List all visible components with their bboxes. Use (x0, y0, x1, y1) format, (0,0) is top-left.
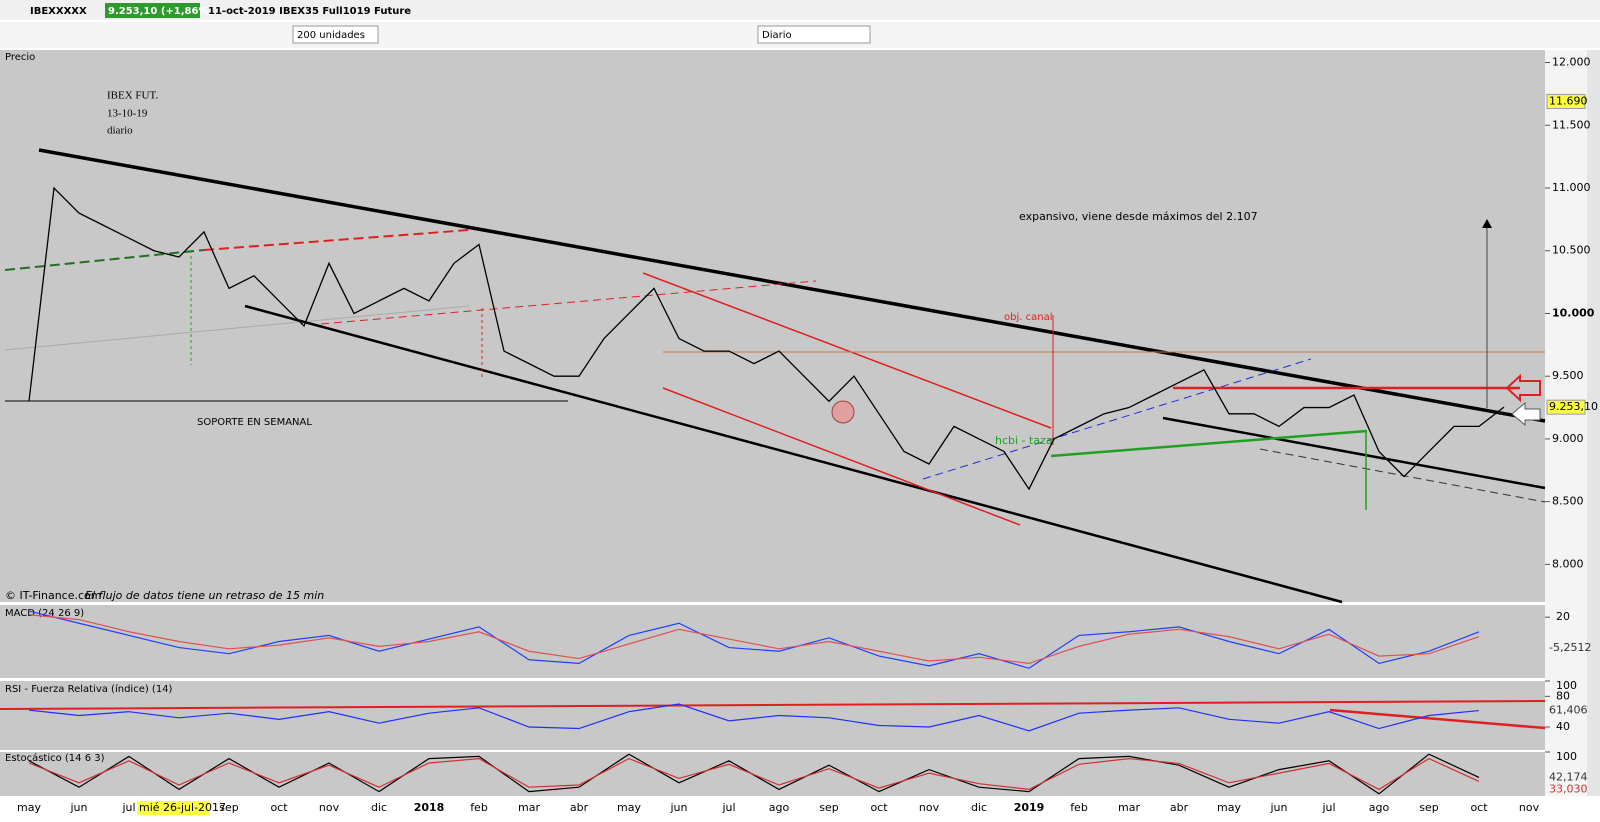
panel-title: MACD (24 26 9) (5, 608, 84, 619)
y-tick-label: 9.500 (1552, 369, 1584, 382)
y-tick-label: 10.500 (1552, 244, 1591, 257)
x-tick-label: jul (121, 801, 135, 814)
scrollbar[interactable] (1587, 50, 1600, 796)
indicator-value: 61,406 (1549, 704, 1588, 717)
y-axis (1545, 50, 1587, 796)
annotation: 13-10-19 (107, 108, 148, 120)
x-tick-label: nov (919, 801, 940, 814)
y-tick-label: 11.500 (1552, 118, 1591, 131)
rsi-panel (0, 681, 1545, 750)
y-tick-label: 11.000 (1552, 181, 1591, 194)
x-tick-label: dic (971, 801, 987, 814)
x-tick-label: feb (1070, 801, 1088, 814)
annotation: obj. canal (1004, 312, 1052, 323)
panel-title: Precio (5, 52, 35, 63)
price-marker-label: 9.253,10 (1549, 400, 1598, 413)
x-tick-label: mar (1118, 801, 1140, 814)
y-tick-label: 8.000 (1552, 557, 1584, 570)
price-panel (0, 50, 1545, 602)
y-tick-label: 20 (1556, 610, 1570, 623)
x-tick-label: nov (319, 801, 340, 814)
annotation: IBEX FUT. (107, 90, 158, 102)
x-tick-label: abr (570, 801, 589, 814)
x-tick-label: mar (518, 801, 540, 814)
x-tick-label: jul (721, 801, 735, 814)
x-tick-label: 2019 (1014, 801, 1045, 814)
x-tick-label: oct (270, 801, 288, 814)
x-tick-label: feb (470, 801, 488, 814)
x-tick-label: jul (1321, 801, 1335, 814)
annotation: hcbi - taza (995, 434, 1053, 447)
crosshair-box (137, 801, 209, 815)
annotation: SOPORTE EN SEMANAL (197, 417, 312, 428)
y-tick-label: 80 (1556, 689, 1570, 702)
x-tick-label: jun (1270, 801, 1288, 814)
annotation: diario (107, 125, 133, 137)
y-tick-label: 8.500 (1552, 495, 1584, 508)
units: 200 unidades (297, 30, 365, 41)
panel-title: RSI - Fuerza Relativa (índice) (14) (5, 683, 173, 695)
indicator-value: 42,174 (1549, 770, 1588, 783)
indicator-value: -5,2512 (1549, 641, 1591, 654)
panel-title: Estocástico (14 6 3) (5, 752, 105, 764)
symbol: IBEXXXXX (30, 6, 87, 17)
title-bar (0, 0, 1600, 20)
y-tick-label: 9.000 (1552, 432, 1584, 445)
x-tick-label: may (617, 801, 641, 814)
price-line (28, 186, 1505, 491)
indicator-line (28, 757, 1480, 791)
x-tick-label: dic (371, 801, 387, 814)
stoch-panel (0, 752, 1545, 796)
y-tick-label: 10.000 (1552, 306, 1595, 319)
y-tick-label: 100 (1556, 679, 1577, 692)
price-marker-label: 11.690 (1549, 94, 1588, 107)
price-marker (1546, 93, 1586, 109)
x-tick-label: oct (1470, 801, 1488, 814)
period: Diario (762, 30, 792, 41)
indicator-line (28, 703, 1480, 732)
x-tick-label: jun (70, 801, 88, 814)
x-tick-label: nov (1519, 801, 1540, 814)
x-tick-label: oct (870, 801, 888, 814)
period-select[interactable] (757, 25, 871, 44)
y-tick-label: 40 (1556, 720, 1570, 733)
y-tick-label: 100 (1556, 750, 1577, 763)
quote-box (105, 3, 200, 18)
crosshair-label: mié 26-jul-2017 (139, 801, 226, 814)
indicator-line (28, 610, 1480, 669)
macd-panel (0, 605, 1545, 678)
x-tick-label: sep (219, 801, 238, 814)
x-tick-label: ago (769, 801, 790, 814)
price-marker (1546, 399, 1586, 415)
x-tick-label: jun (670, 801, 688, 814)
annotation: expansivo, viene desde máximos del 2.107 (1019, 210, 1258, 223)
x-tick-label: may (1217, 801, 1241, 814)
indicator-value: 33,030 (1549, 782, 1588, 795)
description: 11-oct-2019 IBEX35 Full1019 Future (208, 6, 411, 17)
delay: El flujo de datos tiene un retraso de 15… (85, 589, 324, 602)
x-tick-label: abr (1170, 801, 1189, 814)
drawings (0, 148, 1546, 730)
units-select[interactable] (292, 25, 379, 44)
x-tick-label: ago (1369, 801, 1390, 814)
quote: 9.253,10 (+1,86%) (108, 6, 213, 17)
x-tick-label: may (17, 801, 41, 814)
credit: © IT-Finance.com (5, 589, 102, 602)
x-tick-label: sep (819, 801, 838, 814)
indicator-line (28, 614, 1480, 665)
x-tick-label: sep (1419, 801, 1438, 814)
y-tick-label: 12.000 (1552, 56, 1591, 69)
x-tick-label: 2018 (414, 801, 445, 814)
